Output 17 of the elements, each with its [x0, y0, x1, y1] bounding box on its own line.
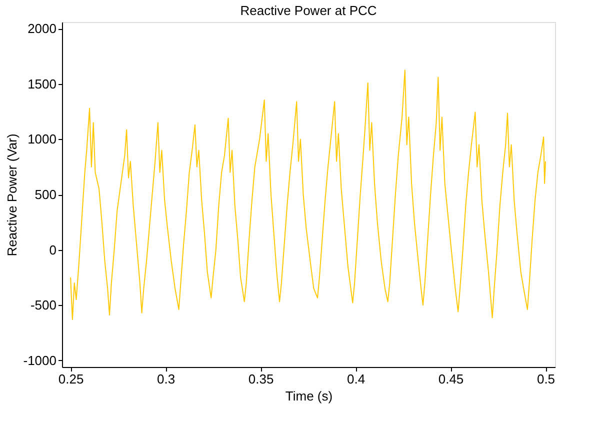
y-tick-label: -1000	[23, 352, 56, 368]
line-series	[70, 70, 546, 320]
x-axis-title: Time (s)	[285, 388, 333, 404]
x-tick-label: 0.5	[536, 372, 556, 386]
y-tick-label: 0	[49, 242, 56, 258]
y-tick-label: 1500	[28, 76, 56, 92]
x-tick-label: 0.4	[346, 372, 366, 386]
chart-title: Reactive Power at PCC	[240, 3, 377, 18]
y-tick-label: 500	[34, 187, 56, 202]
y-tick-label: 2000	[28, 21, 56, 36]
x-tick-label: 0.45	[438, 372, 464, 386]
x-tick-label: 0.3	[157, 372, 176, 386]
y-axis-title: Reactive Power (Var)	[4, 134, 20, 256]
y-tick-label: -500	[30, 298, 56, 313]
x-tick-label: 0.35	[248, 372, 274, 386]
x-tick-label: 0.25	[58, 372, 84, 386]
y-tick-label: 1000	[28, 132, 56, 147]
